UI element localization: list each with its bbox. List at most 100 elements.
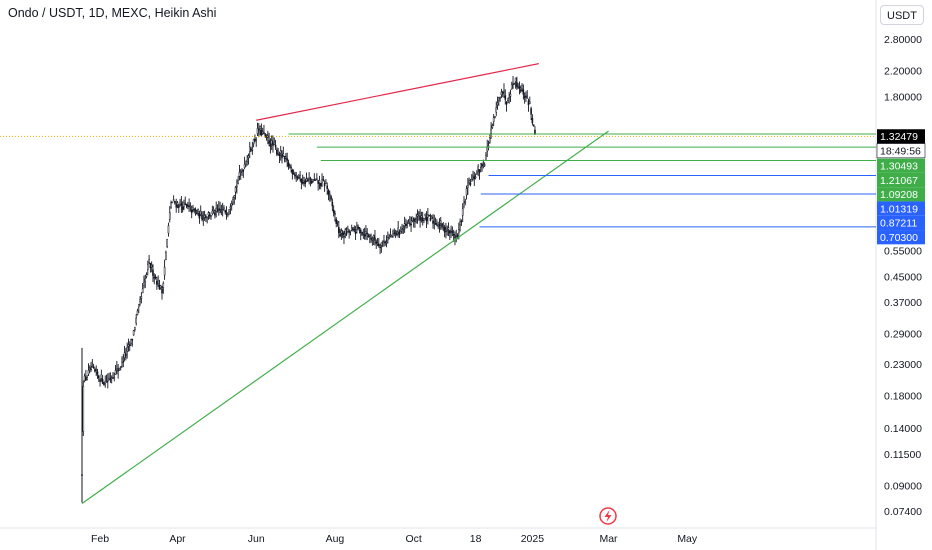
candle-body [454,236,456,238]
candle [268,132,270,147]
currency-selector-button[interactable]: USDT [880,5,924,25]
candle [512,76,514,89]
candle [380,242,383,253]
candle-body [372,235,375,238]
candle-body [527,100,530,106]
level-price-label: 1.01319 [880,203,918,215]
candle [499,96,501,102]
candle [175,198,178,213]
price-tick-label: 0.37000 [884,297,922,309]
candle [436,219,438,227]
candle [468,177,470,186]
candle-body [237,180,239,184]
candle-body [96,371,99,375]
candle [330,194,332,202]
candle-body [281,154,283,158]
candle [131,338,134,347]
candle [219,201,221,214]
time-tick-label: 18 [470,533,482,545]
candle [412,217,415,228]
candle-body [251,149,254,151]
candle-body [525,96,527,98]
candle-body [428,214,430,217]
candle-body [207,212,210,216]
candle-body [159,285,162,288]
candle [411,216,414,223]
candle-body [313,179,316,181]
time-tick-label: Mar [599,533,618,545]
candle [216,204,219,213]
time-axis[interactable]: Feb Apr Jun Aug Oct 18 2025 Mar May [91,533,698,545]
candle-body [419,215,421,221]
candle-body [261,131,264,134]
price-tick-label: 0.18000 [884,391,922,403]
candle [265,134,268,141]
candle-body [436,224,438,227]
candle-body [420,215,423,218]
candle [123,345,126,362]
candle-body [401,229,403,232]
candle-body [154,276,157,279]
candle [469,179,472,187]
candle-body [153,276,156,279]
candle-body [177,205,180,208]
candle [371,236,374,246]
time-tick-label: Feb [91,533,109,545]
candle-body [445,229,447,232]
candle [239,169,242,180]
candle-body [486,146,489,152]
candle-body [423,218,425,221]
candle-body [319,182,322,187]
candle [312,179,314,183]
candle-body [439,220,442,224]
candle-body [408,223,411,225]
alert-icon[interactable] [599,507,617,525]
candle [368,233,371,244]
price-axis[interactable]: 2.80000 2.20000 1.80000 0.55000 0.45000 0.370… [884,34,922,518]
candle-body [86,376,88,380]
candle-body [385,241,388,244]
candle-body [354,231,357,234]
candle [485,152,487,160]
candle-body [179,201,181,205]
candle-body [83,375,86,382]
candle [132,329,135,336]
candle-body [194,210,197,212]
candle-body [198,213,201,219]
candle-body [167,225,170,234]
candle-body [171,201,174,204]
candle-body [479,163,482,168]
chart-title: Ondo / USDT, 1D, MEXC, Heikin Ashi [8,6,217,20]
candle [525,91,527,102]
candle-body [238,172,241,177]
candle [108,372,110,381]
candle [154,274,157,280]
candle-body [418,212,420,215]
candle-body [432,220,434,224]
candle [408,216,411,227]
candle-body [199,210,202,215]
candle-body [461,208,464,216]
candle-body [161,288,163,294]
candle-body [206,216,208,219]
candle-body [91,366,94,368]
candle [299,170,301,182]
candle [317,179,319,191]
candle-body [322,179,325,181]
candle [211,205,214,216]
candle [510,81,513,90]
level-price-label: 0.70300 [880,232,918,244]
candle-body [92,366,95,369]
candle [212,206,215,214]
candle-body [301,181,304,184]
candle-body [344,229,347,234]
candle [370,233,372,243]
candle-body [310,180,313,184]
candle [126,342,128,359]
candle [298,174,300,180]
candle [198,210,201,224]
candle [246,154,248,166]
candle-body [277,153,279,155]
candle [503,83,505,98]
